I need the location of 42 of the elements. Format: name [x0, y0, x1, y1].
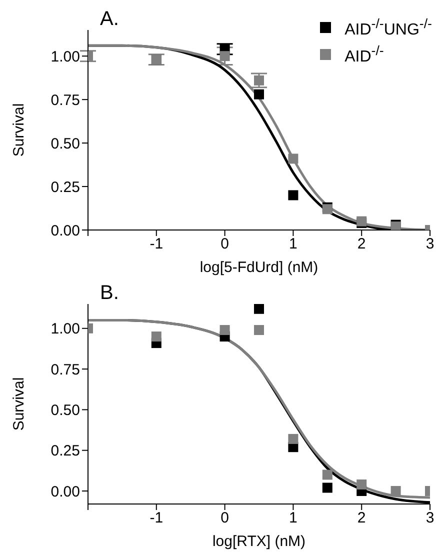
point — [322, 482, 332, 493]
point — [288, 154, 298, 164]
x-tick-label: 3 — [426, 510, 434, 527]
point — [254, 325, 264, 336]
x-tick-label: 1 — [289, 236, 298, 253]
legend-label: AID$^{-/-}$UNG$^{-/-}$ — [344, 16, 432, 40]
x-tick-label: -1 — [150, 510, 164, 527]
y-tick-label: 0.00 — [50, 222, 80, 240]
point — [356, 479, 367, 490]
point — [288, 190, 298, 200]
point — [288, 434, 298, 444]
chart-title: A. — [100, 8, 119, 31]
x-axis-title: log[5-FdUrd] (nM) — [200, 259, 318, 276]
point — [220, 325, 230, 336]
point — [254, 75, 264, 86]
y-axis-title: Survival — [10, 377, 28, 431]
x-tick-label: 2 — [357, 510, 366, 527]
point — [254, 304, 264, 314]
x-axis-title: log[RTX] (nM) — [212, 533, 306, 550]
x-tick-label: 3 — [426, 236, 434, 253]
y-tick-label: 1.00 — [50, 320, 80, 338]
x-tick-label: 0 — [220, 510, 229, 527]
x-tick-label: 2 — [357, 236, 366, 253]
point — [151, 332, 162, 342]
y-tick-label: 0.75 — [50, 92, 80, 109]
x-tick-label: 1 — [289, 510, 298, 527]
point — [390, 486, 401, 496]
x-tick-label: -1 — [150, 236, 164, 253]
chart-title: B. — [100, 282, 119, 305]
point — [254, 89, 264, 100]
y-tick-label: 1.00 — [50, 48, 80, 66]
point — [220, 51, 230, 62]
y-tick-label: 0.00 — [50, 483, 80, 500]
y-tick-label: 0.75 — [50, 361, 80, 378]
y-axis-title: Survival — [10, 103, 28, 157]
y-tick-label: 0.25 — [50, 442, 80, 460]
legend-label: AID$^{-/-}$ — [344, 43, 384, 67]
y-tick-label: 0.25 — [50, 178, 80, 196]
y-tick-label: 0.50 — [50, 135, 80, 152]
y-tick-label: 0.50 — [50, 402, 80, 420]
x-tick-label: 0 — [220, 236, 229, 253]
point — [322, 470, 332, 480]
